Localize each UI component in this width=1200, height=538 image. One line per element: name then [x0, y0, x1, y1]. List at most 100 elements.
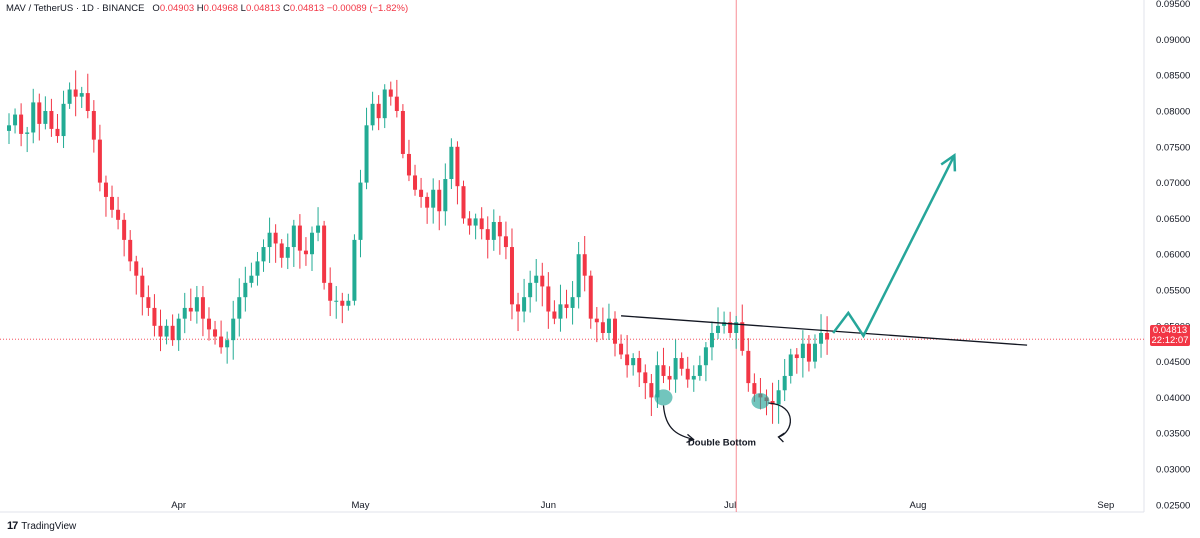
candle-body	[255, 261, 260, 276]
candle-body	[479, 218, 484, 230]
candle-body	[806, 343, 811, 362]
candle-body	[503, 236, 508, 248]
candle-body	[716, 325, 721, 333]
bottom-highlight	[654, 389, 673, 406]
price-tick-label: 0.05500	[1156, 286, 1190, 297]
candle-body	[285, 247, 290, 258]
price-tick-label: 0.09500	[1156, 0, 1190, 10]
candle-body	[528, 282, 533, 298]
candle-body	[231, 318, 236, 341]
candle-body	[134, 261, 139, 276]
time-tick-label: Apr	[171, 500, 186, 511]
candle-body	[128, 239, 133, 262]
candle-body	[419, 189, 424, 197]
candle-body	[594, 318, 599, 323]
candle-body	[600, 322, 605, 333]
candle-body	[164, 325, 169, 337]
candle-body	[303, 250, 308, 255]
candle-body	[497, 221, 502, 237]
candle-body	[825, 332, 830, 340]
candle-body	[237, 297, 242, 319]
candle-body	[122, 219, 127, 240]
candle-body	[358, 182, 363, 240]
candle-body	[188, 307, 193, 312]
low-value: 0.04813	[245, 3, 281, 14]
candle-body	[728, 322, 733, 333]
candle-body	[509, 247, 514, 305]
candle-body	[49, 110, 54, 129]
candle-body	[776, 390, 781, 405]
candle-body	[473, 218, 478, 226]
candle-body	[334, 300, 339, 302]
candle-body	[19, 114, 24, 134]
candle-body	[219, 336, 224, 348]
candle-body	[400, 110, 405, 154]
candle-body	[794, 354, 799, 359]
price-tick-label: 0.03500	[1156, 429, 1190, 440]
candle-body	[691, 375, 696, 380]
change-value: −0.00089 (−1.82%)	[326, 3, 409, 14]
candle-body	[606, 318, 611, 333]
candle-body	[788, 354, 793, 376]
candle-body	[182, 307, 187, 319]
candle-body	[67, 89, 72, 104]
candle-body	[619, 343, 624, 355]
candle-body	[261, 247, 266, 262]
price-tick-label: 0.02500	[1156, 500, 1190, 511]
bar-countdown: 22:12:07	[1151, 335, 1189, 346]
annotation-arrow-right	[768, 402, 791, 438]
candle-body	[55, 128, 60, 137]
candle-body	[661, 365, 666, 376]
candle-body	[243, 282, 248, 298]
candle-body	[449, 146, 454, 180]
time-tick-label: Sep	[1097, 500, 1114, 511]
time-tick-label: May	[352, 500, 370, 511]
candle-body	[328, 282, 333, 301]
resistance-trendline	[621, 315, 1028, 346]
candle-body	[394, 96, 399, 111]
candle-body	[370, 103, 375, 126]
candle-body	[431, 189, 436, 208]
candle-body	[194, 297, 199, 312]
tradingview-logo[interactable]: 17 TradingView	[7, 520, 76, 532]
candle-body	[249, 275, 254, 283]
candle-body	[382, 89, 387, 119]
high-value: 0.04968	[203, 3, 239, 14]
chart-legend: MAV / TetherUS · 1D · BINANCE O0.04903 H…	[6, 3, 408, 14]
candle-body	[576, 254, 581, 298]
projection-arrowhead	[940, 153, 957, 172]
candle-body	[85, 93, 90, 111]
annotation-arrowhead-right	[777, 432, 785, 443]
candle-body	[734, 322, 739, 333]
candle-body	[552, 311, 557, 319]
candle-body	[697, 365, 702, 376]
candle-body	[570, 297, 575, 308]
projection-path	[832, 154, 956, 339]
annotation-arrow-left	[662, 405, 694, 441]
candle-body	[413, 175, 418, 190]
candle-body	[91, 110, 96, 140]
candle-body	[685, 368, 690, 380]
candle-body	[297, 225, 302, 251]
candle-body	[679, 358, 684, 369]
symbol-label: MAV / TetherUS · 1D · BINANCE	[6, 3, 145, 14]
candle-body	[140, 275, 145, 298]
price-tick-label: 0.04000	[1156, 393, 1190, 404]
candle-body	[752, 383, 757, 394]
candle-body	[703, 347, 708, 366]
candle-body	[25, 132, 30, 134]
candle-body	[206, 318, 211, 330]
candle-body	[443, 179, 448, 212]
price-tick-label: 0.06500	[1156, 214, 1190, 225]
candle-body	[540, 275, 545, 287]
candle-body	[709, 332, 714, 348]
candle-body	[437, 189, 442, 212]
candle-body	[116, 209, 121, 220]
candle-body	[406, 153, 411, 176]
candle-body	[273, 232, 278, 244]
price-tick-label: 0.07000	[1156, 178, 1190, 189]
candle-body	[73, 89, 78, 97]
candle-body	[631, 358, 636, 366]
candle-body	[97, 139, 102, 183]
